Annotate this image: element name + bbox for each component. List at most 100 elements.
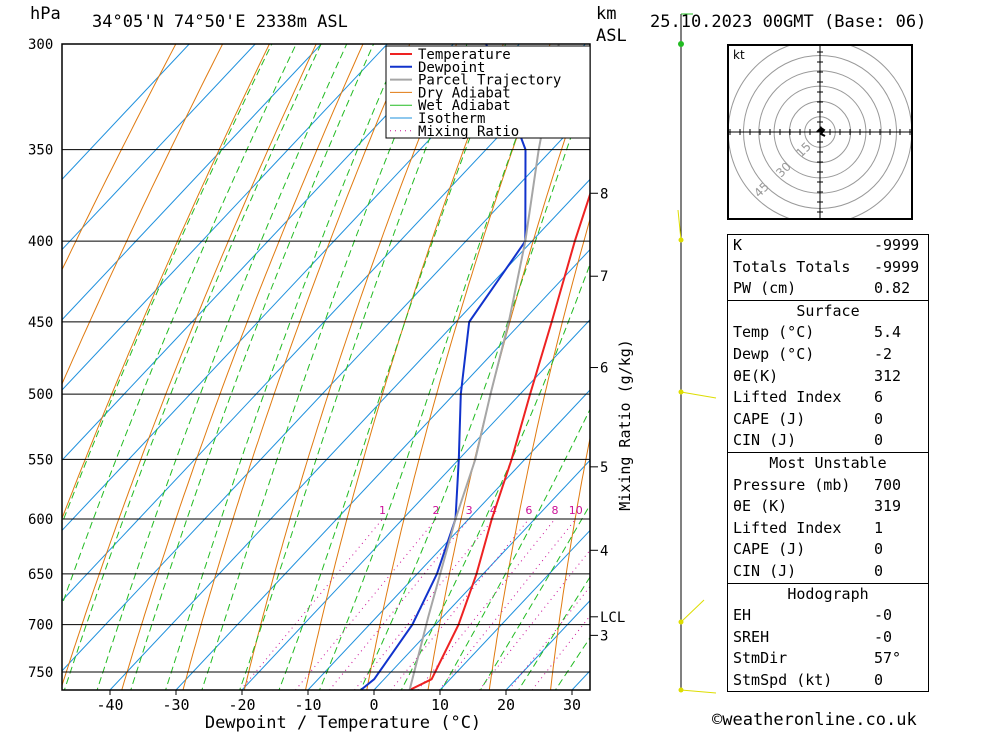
index-label: Totals Totals bbox=[733, 257, 851, 276]
most-unstable-row: Pressure (mb) 700 bbox=[728, 475, 928, 497]
wet-adiabat-line bbox=[96, 44, 348, 690]
dry-adiabat-line bbox=[62, 44, 317, 688]
surface-value: -2 bbox=[874, 344, 893, 363]
hodograph-label: StmSpd (kt) bbox=[733, 670, 833, 689]
surface-row: CIN (J) 0 bbox=[728, 430, 928, 452]
wind-dot bbox=[678, 687, 684, 693]
wind-dot bbox=[678, 237, 684, 243]
km-tick-label: 6 bbox=[600, 361, 608, 377]
index-label: PW (cm) bbox=[733, 279, 797, 298]
unit-km: km bbox=[596, 4, 617, 24]
dry-adiabat-line bbox=[366, 44, 551, 690]
surface-label: Dewp (°C) bbox=[733, 344, 815, 363]
km-tick-label: 5 bbox=[600, 460, 608, 476]
legend-entry: Isotherm bbox=[418, 111, 485, 127]
pressure-tick-label: 450 bbox=[28, 315, 53, 331]
mixing-ratio-axis-label: Mixing Ratio (g/kg) bbox=[616, 339, 634, 511]
index-value: -9999 bbox=[874, 257, 920, 276]
wind-dot bbox=[678, 389, 684, 395]
isotherm-line bbox=[109, 178, 590, 690]
hodograph-unit-label: kt bbox=[733, 48, 745, 62]
hodograph-ring-label: 30 bbox=[773, 159, 794, 180]
x-tick-label: -30 bbox=[162, 696, 189, 714]
mixing-ratio-label: 1 bbox=[379, 504, 386, 517]
wet-adiabat-line bbox=[440, 408, 590, 690]
pressure-tick-label: 300 bbox=[28, 37, 53, 53]
km-tick-label: 7 bbox=[600, 269, 608, 285]
surface-label: CIN (J) bbox=[733, 431, 797, 450]
isotherm-line bbox=[62, 108, 590, 672]
wind-dot bbox=[678, 41, 684, 47]
legend-entry: Dry Adiabat bbox=[418, 85, 511, 101]
most-unstable-label: CIN (J) bbox=[733, 561, 797, 580]
wet-adiabat-line bbox=[165, 44, 403, 690]
isotherm-line bbox=[175, 248, 590, 690]
isotherm-line bbox=[62, 44, 322, 321]
mixing-ratio-line bbox=[295, 518, 437, 690]
surface-label: θE(K) bbox=[733, 366, 779, 385]
mixing-ratio-label: 2 bbox=[432, 504, 439, 517]
surface-value: 5.4 bbox=[874, 323, 902, 342]
isotherm-line bbox=[62, 44, 520, 532]
km-tick-label: 3 bbox=[600, 628, 608, 644]
mixing-ratio-line bbox=[438, 518, 577, 690]
isotherm-line bbox=[62, 44, 388, 391]
mixing-ratio-label: 20 bbox=[636, 504, 650, 517]
wind-barb bbox=[680, 689, 717, 694]
hodograph-row: StmSpd (kt) 0 bbox=[728, 670, 928, 692]
hodograph-label: StmDir bbox=[733, 649, 788, 668]
x-tick-label: 30 bbox=[563, 696, 581, 714]
pressure-tick-label: 650 bbox=[28, 567, 53, 583]
dry-adiabat-line bbox=[427, 62, 590, 690]
unit-asl: ASL bbox=[596, 26, 627, 46]
dewpoint-line bbox=[360, 44, 527, 690]
hodograph-panel: kt 15 30 45 bbox=[727, 39, 913, 225]
wet-adiabat-line bbox=[278, 44, 507, 690]
surface-title: Surface bbox=[796, 301, 860, 320]
hodograph-value: -0 bbox=[874, 606, 893, 625]
pressure-tick-label: 350 bbox=[28, 143, 53, 159]
wet-adiabat-line bbox=[130, 44, 375, 690]
hodograph-row: EH -0 bbox=[728, 605, 928, 627]
most-unstable-row: CAPE (J) 0 bbox=[728, 539, 928, 561]
pressure-tick-label: 500 bbox=[28, 387, 53, 403]
hodograph-ring-label: 45 bbox=[751, 179, 772, 200]
isotherm-line bbox=[241, 319, 590, 690]
isotherm-line bbox=[62, 44, 454, 461]
hodograph-label: SREH bbox=[733, 627, 770, 646]
surface-value: 0 bbox=[874, 431, 884, 450]
x-tick-label: 0 bbox=[369, 696, 378, 714]
isotherm-line bbox=[307, 389, 590, 690]
pressure-tick-label: 750 bbox=[28, 665, 53, 681]
most-unstable-label: CAPE (J) bbox=[733, 540, 806, 559]
mixing-ratio-line bbox=[390, 518, 530, 690]
most-unstable-value: 319 bbox=[874, 497, 902, 516]
x-tick-label: -20 bbox=[228, 696, 255, 714]
wet-adiabat-line bbox=[62, 44, 297, 607]
surface-value: 0 bbox=[874, 409, 884, 428]
legend-entry: Temperature bbox=[418, 47, 511, 63]
legend-entry: Wet Adiabat bbox=[418, 98, 511, 114]
wind-barb bbox=[680, 599, 705, 623]
wet-adiabat-line bbox=[62, 44, 273, 525]
index-row: PW (cm) 0.82 bbox=[728, 278, 928, 300]
index-label: K bbox=[733, 236, 743, 254]
pressure-tick-label: 550 bbox=[28, 452, 53, 468]
most-unstable-row: Lifted Index 1 bbox=[728, 518, 928, 540]
wet-adiabat-line bbox=[63, 44, 322, 690]
isotherm-line bbox=[62, 44, 586, 602]
pressure-tick-label: 400 bbox=[28, 234, 53, 250]
km-tick-label: LCL bbox=[600, 610, 625, 626]
wind-barb bbox=[680, 391, 717, 399]
most-unstable-row: CIN (J) 0 bbox=[728, 561, 928, 583]
wind-dot bbox=[678, 619, 684, 625]
surface-value: 6 bbox=[874, 388, 884, 407]
unit-hpa: hPa bbox=[30, 4, 61, 24]
x-tick-label: -40 bbox=[96, 696, 123, 714]
mixing-ratio-label: 3 bbox=[466, 504, 473, 517]
wind-barb bbox=[677, 209, 682, 241]
pressure-tick-label: 600 bbox=[28, 512, 53, 528]
most-unstable-value: 700 bbox=[874, 475, 902, 494]
